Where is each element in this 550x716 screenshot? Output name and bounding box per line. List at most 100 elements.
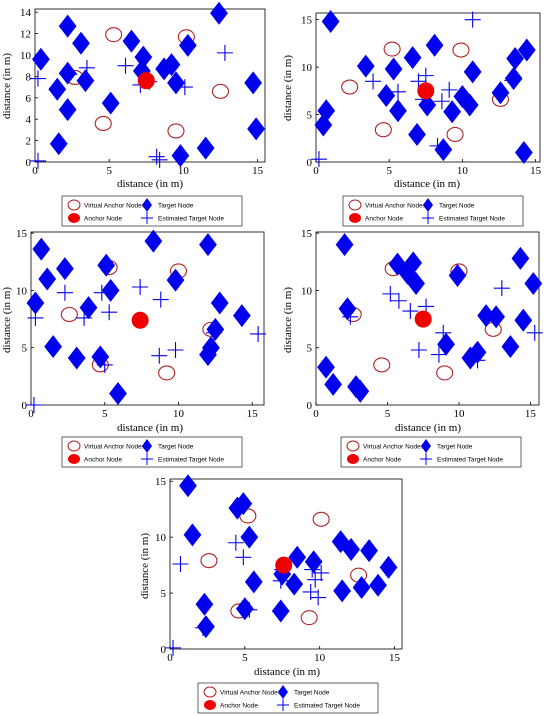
legend-box [342,195,524,227]
estimated-target-point [304,561,321,578]
legend-anchor-label: Anchor Node [220,703,258,710]
y-tick-label: 5 [161,588,167,600]
chart-panel-3: 0 5 10 15 0 5 10 15 distance (in m) distance (in … [1,228,267,468]
estimated-target-point [235,549,252,566]
estimated-target-point [250,325,267,342]
y-tick-label: 0 [22,400,28,412]
x-tick-label: 5 [242,652,248,664]
target-point [32,237,51,261]
legend-target-symbol [278,685,288,699]
legend-estimated-symbol [141,212,153,224]
estimated-target-point [310,589,327,606]
legend-virtual-anchor-label: Virtual Anchor Nodes [84,444,146,451]
target-point [384,57,403,81]
legend-virtual-anchor-symbol [203,686,217,698]
target-point [244,71,263,95]
target-point [335,233,354,257]
target-point [377,84,396,108]
target-point [196,136,215,160]
anchor-point [275,556,293,574]
legend-virtual-anchor-label: Virtual Anchor Nodes [220,690,282,697]
estimated-target-point [96,356,113,373]
virtual-anchor-point [452,42,470,58]
target-point [403,46,422,70]
estimated-target-point [433,93,450,110]
legend-box [340,436,522,468]
estimated-target-point [216,44,233,61]
legend-box [197,682,379,714]
virtual-anchor-point [383,41,401,57]
legend-anchor-label: Anchor Node [363,457,401,464]
target-point [425,33,444,57]
x-tick-label: 0 [28,408,34,420]
target-point [443,100,462,124]
estimated-target-point [310,151,327,168]
x-tick-label: 5 [102,408,108,420]
legend-estimated-label: Estimated Target Node [158,216,224,223]
target-point [109,382,127,406]
y-tick-label: 14 [20,7,32,19]
legend-anchor-symbol [347,454,359,464]
x-tick-label: 10 [173,408,185,420]
estimated-target-point [205,324,222,341]
target-point [101,278,120,302]
target-point [97,253,116,277]
target-point [369,573,387,597]
estimated-target-point [441,81,458,98]
x-tick-label: 15 [247,408,259,420]
target-point [517,38,536,62]
virtual-anchor-point [341,79,359,95]
legend-target-label: Target Node [158,444,194,451]
x-tick-label: 0 [313,165,319,177]
chart-panel-5: 0 5 10 15 0 5 10 15 distance (in m) distance (in … [139,474,403,714]
estimated-target-point [27,309,44,326]
x-tick-label: 5 [106,165,112,177]
y-tick-label: 5 [307,343,313,355]
target-point [247,117,265,141]
target-point [501,335,520,359]
target-point [240,525,259,549]
target-point [79,296,98,320]
plot-area-frame [34,8,266,163]
target-point [178,33,197,57]
y-tick-label: 5 [22,343,28,355]
estimated-target-point [435,324,452,341]
virtual-anchor-point [446,126,464,143]
target-point [491,81,510,105]
estimated-target-point [469,352,486,369]
estimated-target-point [117,57,134,74]
target-point [448,264,467,288]
y-tick-label: 0 [307,157,313,169]
target-point [360,539,378,563]
x-tick-label: 15 [252,165,264,177]
estimated-target-point [227,534,244,551]
estimated-target-point [390,292,407,309]
target-point [197,615,215,639]
target-point [351,379,370,403]
legend-anchor-symbol [68,454,80,464]
estimated-target-point [76,309,93,326]
estimated-target-point [504,72,521,89]
target-point [76,69,95,93]
target-point [199,343,217,367]
y-axis-label: distance (in m) [1,287,13,353]
target-point [144,229,163,253]
target-point [56,257,74,281]
target-point [317,99,336,123]
target-point [58,98,77,122]
estimated-target-point [167,342,184,359]
anchor-point [414,310,432,328]
y-tick-label: 8 [26,71,32,83]
estimated-target-point [101,304,118,321]
y-tick-label: 5 [307,110,313,122]
y-axis-label: distance (in m) [282,287,294,353]
y-tick-label: 15 [301,15,313,27]
x-tick-label: 10 [314,652,326,664]
y-tick-label: 10 [301,62,313,74]
target-point [38,267,57,291]
y-tick-label: 15 [16,228,28,240]
legend-estimated-symbol [277,699,289,711]
y-tick-label: 0 [161,644,167,656]
plot-area-frame [315,231,540,406]
legend-estimated-symbol [422,212,434,224]
